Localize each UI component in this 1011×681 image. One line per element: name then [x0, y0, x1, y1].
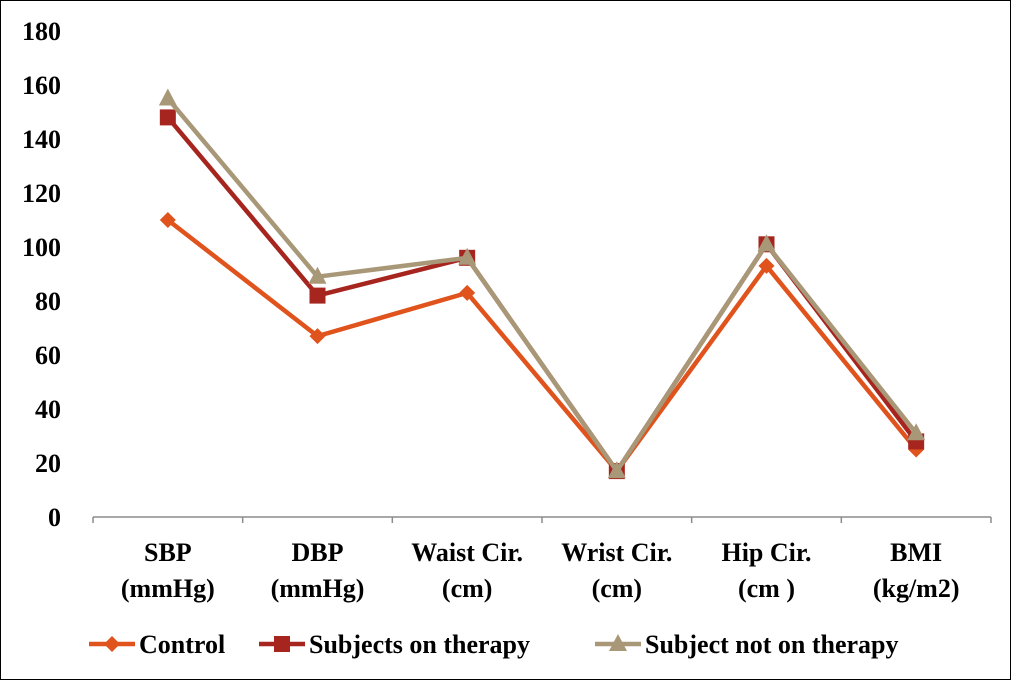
legend-label: Control — [139, 630, 225, 659]
x-tick-label: (mmHg) — [121, 574, 215, 603]
series-line-2 — [166, 97, 918, 474]
legend-marker — [104, 636, 120, 652]
x-tick-label: (cm) — [592, 574, 643, 603]
data-point — [607, 461, 626, 479]
data-point — [158, 88, 177, 106]
y-tick-label: 20 — [35, 449, 61, 478]
y-tick-label: 140 — [22, 125, 61, 154]
x-tick-label: (kg/m2) — [873, 574, 960, 603]
x-tick-label: DBP — [292, 538, 344, 567]
y-tick-label: 80 — [35, 287, 61, 316]
data-point — [309, 287, 326, 304]
data-point — [308, 266, 327, 284]
legend-marker — [609, 634, 627, 651]
data-point — [757, 234, 776, 252]
x-tick-label: SBP — [144, 538, 192, 567]
y-tick-label: 120 — [22, 179, 61, 208]
x-tick-label: (cm ) — [738, 574, 795, 603]
x-tick-label: Hip Cir. — [721, 538, 811, 567]
x-tick-label: BMI — [890, 538, 942, 567]
legend-marker — [274, 636, 290, 652]
x-tick-label: Waist Cir. — [411, 538, 523, 567]
legend-label: Subject not on therapy — [645, 630, 899, 659]
y-tick-label: 0 — [48, 503, 61, 532]
x-tick-label: (mmHg) — [271, 574, 365, 603]
y-tick-label: 60 — [35, 341, 61, 370]
data-point — [459, 284, 476, 301]
y-tick-label: 40 — [35, 395, 61, 424]
series-line-0 — [166, 218, 918, 474]
data-point — [458, 247, 477, 265]
y-tick-label: 100 — [22, 233, 61, 262]
data-point — [159, 109, 176, 126]
x-tick-label: (cm) — [442, 574, 493, 603]
data-point — [159, 212, 176, 228]
data-point — [309, 328, 326, 345]
data-point — [907, 423, 926, 441]
data-point — [758, 257, 775, 274]
legend-label: Subjects on therapy — [309, 630, 530, 659]
y-tick-label: 180 — [22, 17, 61, 46]
y-tick-label: 160 — [22, 71, 61, 100]
x-tick-label: Wrist Cir. — [561, 538, 672, 567]
